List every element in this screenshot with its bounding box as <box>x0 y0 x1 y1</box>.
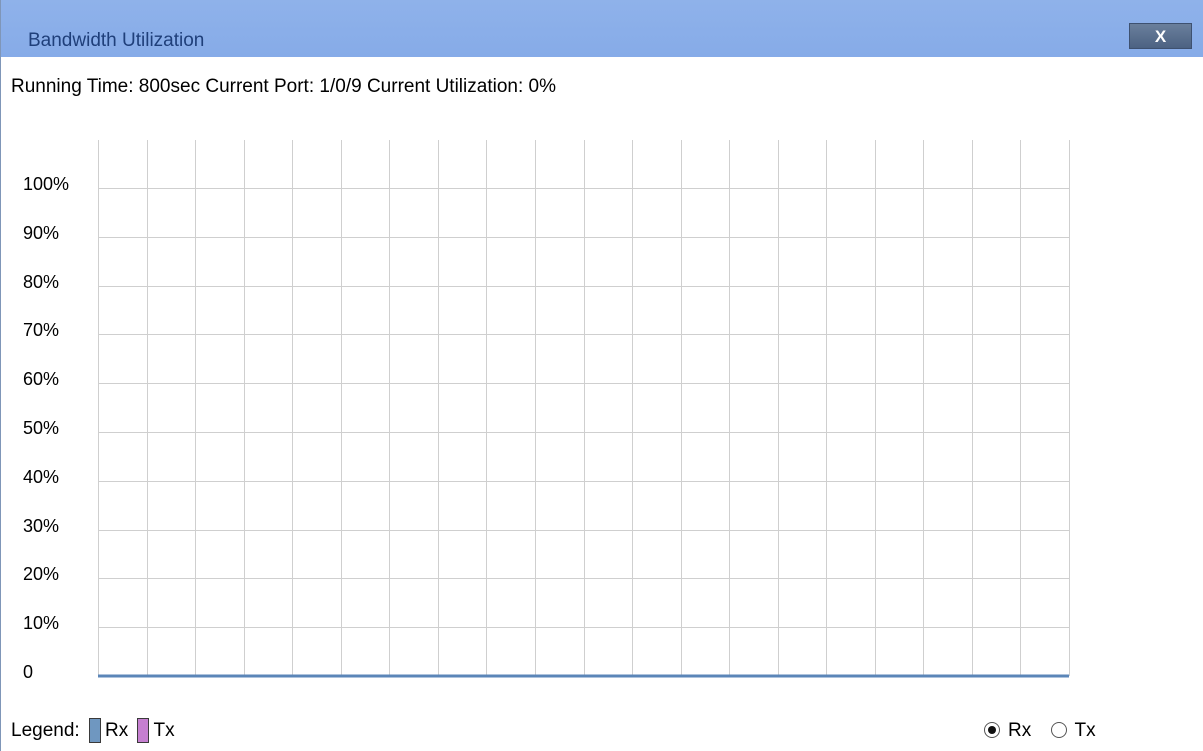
y-tick-label: 0 <box>23 662 34 682</box>
y-tick-label: 60% <box>23 369 60 390</box>
legend-item-tx: Tx <box>153 720 175 741</box>
close-button[interactable]: X <box>1129 23 1192 49</box>
radio-tx[interactable] <box>1050 722 1067 738</box>
current-utilization-value: 0% <box>528 76 556 97</box>
y-tick-label: 70% <box>23 320 60 341</box>
running-time-value: 800sec <box>138 76 201 97</box>
window-title: Bandwidth Utilization <box>28 30 205 51</box>
view-select: Rx Tx <box>984 721 1110 740</box>
legend-label: Legend: <box>11 720 80 741</box>
y-tick-label: 10% <box>23 613 60 634</box>
y-tick-label: 100% <box>23 174 70 194</box>
status-line: Running Time: 800sec Current Port: 1/0/9… <box>11 77 556 96</box>
current-port-value: 1/0/9 <box>319 76 362 97</box>
legend-swatch-tx <box>137 718 150 743</box>
y-tick-label: 90% <box>23 222 60 243</box>
running-time-label: Running Time: <box>11 76 134 97</box>
legend: Legend: Rx Tx <box>11 718 175 743</box>
y-tick-label: 80% <box>23 271 60 292</box>
current-utilization-label: Current Utilization: <box>366 76 524 97</box>
legend-item-rx: Rx <box>104 720 129 741</box>
radio-tx-label[interactable]: Tx <box>1074 720 1096 741</box>
legend-swatch-rx <box>88 718 101 743</box>
y-tick-label: 20% <box>23 564 60 585</box>
radio-rx[interactable] <box>984 722 1000 738</box>
radio-rx-label[interactable]: Rx <box>1008 720 1032 741</box>
close-glyph: X <box>1155 27 1167 46</box>
y-tick-label: 30% <box>23 515 60 536</box>
close-icon: X <box>1155 27 1167 46</box>
window-titlebar[interactable]: Bandwidth Utilization X <box>1 0 1203 57</box>
y-tick-label: 40% <box>23 466 60 487</box>
y-tick-label: 50% <box>23 418 60 438</box>
current-port-label: Current Port: <box>205 76 315 97</box>
